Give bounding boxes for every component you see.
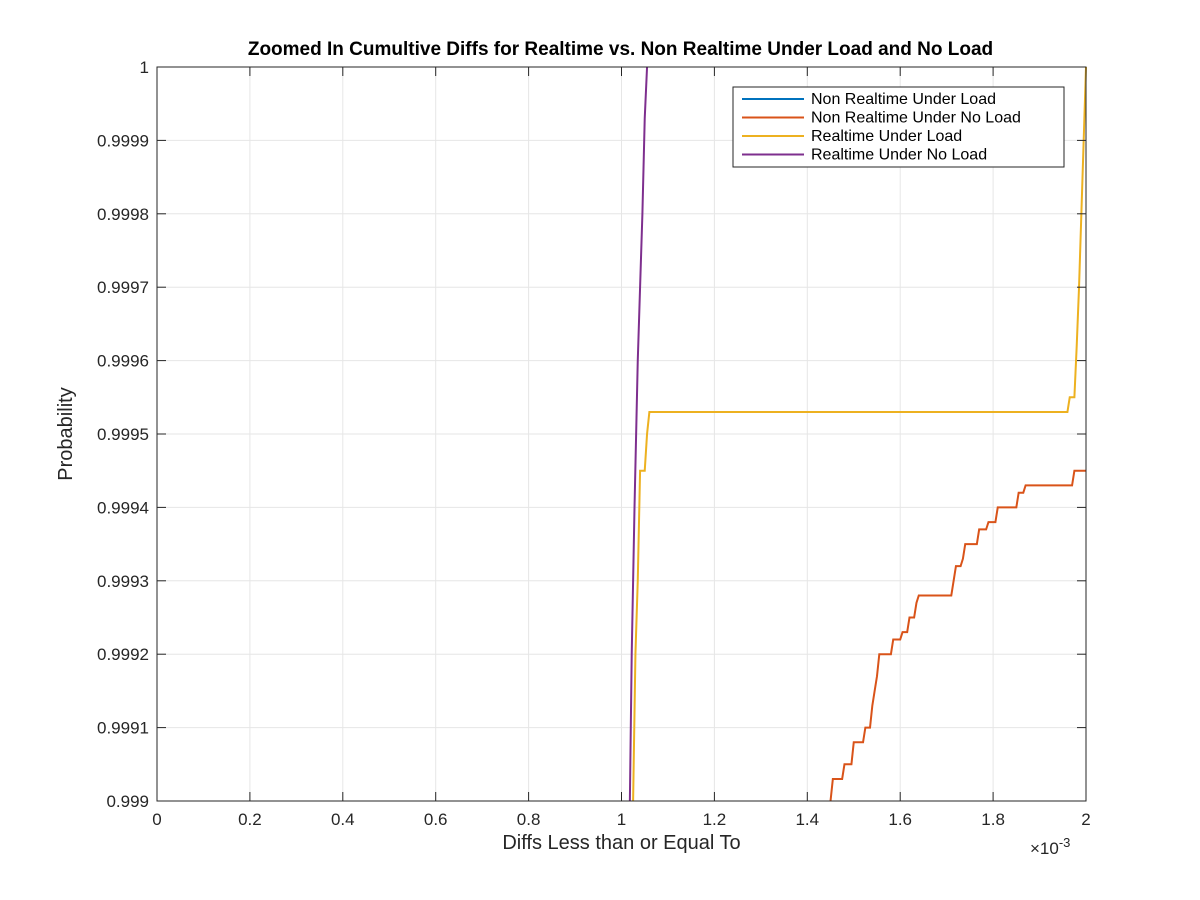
x-tick-label: 0.8 (517, 810, 541, 829)
y-tick-label: 0.9993 (97, 572, 149, 591)
x-tick-label: 1.8 (981, 810, 1005, 829)
legend-entry-0: Non Realtime Under Load (811, 91, 996, 108)
y-axis-label: Probability (55, 387, 77, 480)
legend-entry-3: Realtime Under No Load (811, 147, 987, 164)
x-tick-label: 2 (1081, 810, 1090, 829)
x-tick-label: 1.6 (888, 810, 912, 829)
y-tick-label: 0.999 (106, 792, 149, 811)
series-layer (628, 66, 1087, 802)
chart-title: Zoomed In Cumultive Diffs for Realtime v… (248, 39, 993, 60)
y-tick-label: 1 (140, 58, 149, 77)
x-axis-exponent: ×10-3 (1030, 835, 1070, 858)
y-tick-label: 0.9997 (97, 278, 149, 297)
x-tick-label: 1.2 (703, 810, 727, 829)
legend: Non Realtime Under Load Non Realtime Unde… (732, 86, 1065, 168)
legend-entry-2: Realtime Under Load (811, 128, 962, 145)
x-axis-exponent-power: -3 (1059, 835, 1071, 850)
ticks: 0 0.2 0.4 0.6 0.8 1 1.2 1.4 1.6 1.8 2 0.999 0.9991 0.… (97, 58, 1091, 829)
y-tick-label: 0.9994 (97, 498, 149, 517)
x-tick-label: 1.4 (795, 810, 819, 829)
y-tick-label: 0.9998 (97, 205, 149, 224)
y-tick-label: 0.9999 (97, 131, 149, 150)
y-tick-label: 0.9996 (97, 352, 149, 371)
x-tick-label: 0.4 (331, 810, 355, 829)
x-tick-label: 0.2 (238, 810, 262, 829)
series-line-1 (829, 469, 1086, 802)
x-axis-label: Diffs Less than or Equal To (502, 832, 740, 854)
y-tick-label: 0.9995 (97, 425, 149, 444)
x-tick-label: 1 (617, 810, 626, 829)
x-tick-label: 0 (152, 810, 161, 829)
series-line-2 (632, 66, 1087, 802)
legend-entry-1: Non Realtime Under No Load (811, 110, 1021, 127)
x-tick-label: 0.6 (424, 810, 448, 829)
y-tick-label: 0.9992 (97, 645, 149, 664)
series-line-3 (628, 66, 649, 802)
x-axis-exponent-base: ×10 (1030, 839, 1059, 858)
y-tick-label: 0.9991 (97, 719, 149, 738)
